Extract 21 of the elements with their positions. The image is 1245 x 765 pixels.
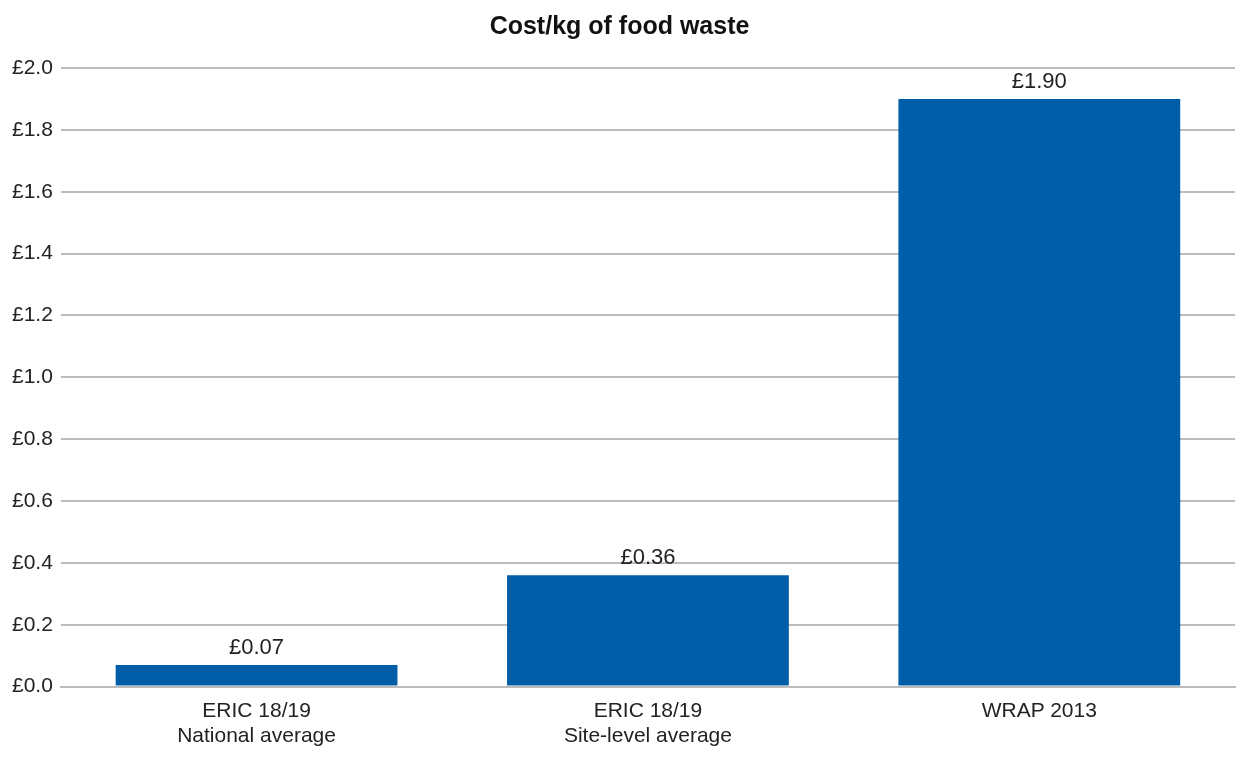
data-label: £1.90 — [1011, 67, 1067, 93]
y-tick-label: £1.4 — [12, 240, 54, 264]
bar — [507, 575, 789, 686]
bar — [115, 664, 398, 686]
x-tick-label: ERIC 18/19 National average — [177, 698, 336, 747]
y-tick-label: £1.2 — [12, 302, 53, 326]
bar — [898, 98, 1181, 686]
y-tick-label: £1.8 — [12, 116, 53, 140]
y-tick-label: £1.0 — [12, 364, 53, 388]
chart-title: Cost/kg of food waste — [489, 10, 750, 39]
y-tick-label: £0.8 — [12, 425, 53, 449]
y-tick-label: £2.0 — [12, 54, 53, 78]
y-tick-label: £1.6 — [12, 178, 53, 202]
y-tick-label: £0.6 — [12, 487, 53, 511]
x-tick-label: ERIC 18/19 Site-level average — [563, 698, 732, 747]
x-tick-label: WRAP 2013 — [981, 698, 1097, 721]
y-tick-label: £0.2 — [12, 611, 53, 635]
y-tick-label: £0.4 — [12, 549, 54, 573]
data-label: £0.36 — [620, 544, 676, 570]
y-tick-label: £0.0 — [12, 673, 53, 697]
data-label: £0.07 — [229, 634, 285, 660]
